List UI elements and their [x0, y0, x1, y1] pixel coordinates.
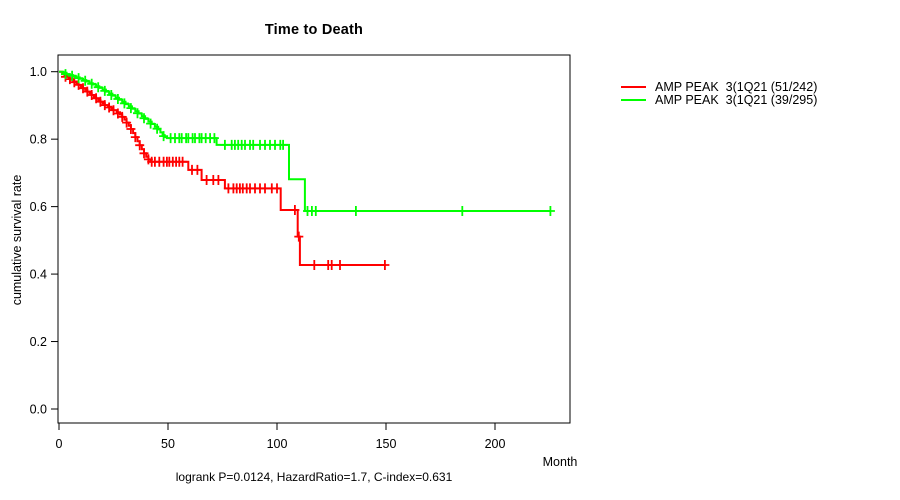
y-axis-tick-label: 0.8 [30, 132, 47, 146]
legend-label-group1: AMP PEAK 3(1Q21 (51/242) [655, 80, 818, 94]
x-axis-tick-label: 200 [485, 437, 506, 451]
legend: AMP PEAK 3(1Q21 (51/242) AMP PEAK 3(1Q21… [621, 81, 817, 106]
censor-marks-amp-peak-1q21-group1 [61, 71, 390, 270]
x-axis-title: Month [542, 455, 578, 469]
legend-line-sample-green [621, 98, 646, 101]
y-axis-tick-label: 0.2 [30, 335, 47, 349]
x-axis-tick-label: 150 [376, 437, 397, 451]
y-axis-tick-label: 1.0 [30, 65, 47, 79]
chart-title: Time to Death [264, 22, 364, 38]
legend-line-sample-red [621, 86, 646, 89]
legend-item-group1: AMP PEAK 3(1Q21 (51/242) [621, 81, 817, 94]
stats-footnote: logrank P=0.0124, HazardRatio=1.7, C-ind… [175, 470, 453, 484]
x-axis-tick-label: 0 [56, 437, 63, 451]
y-axis-tick-label: 0.0 [30, 402, 47, 416]
y-axis-tick-label: 0.4 [30, 267, 47, 281]
censor-marks-amp-peak-1q21-group2 [61, 69, 555, 216]
y-axis-tick-label: 0.6 [30, 200, 47, 214]
survival-curve-amp-peak-1q21-group2 [59, 70, 551, 212]
legend-label-group2: AMP PEAK 3(1Q21 (39/295) [655, 92, 818, 107]
plot-box [57, 54, 571, 424]
x-axis-tick-label: 100 [267, 437, 288, 451]
legend-item-group2: AMP PEAK 3(1Q21 (39/295) [621, 92, 818, 107]
y-axis-title: cumulative survival rate [10, 174, 24, 306]
x-axis-tick-label: 50 [161, 437, 175, 451]
survival-curve-amp-peak-1q21-group1 [59, 70, 386, 266]
